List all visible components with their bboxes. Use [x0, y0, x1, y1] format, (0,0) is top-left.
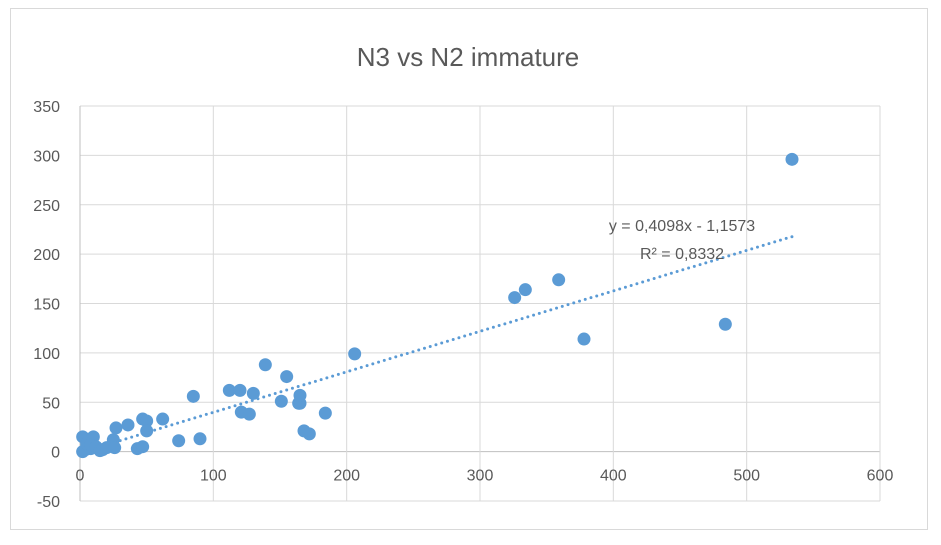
data-point: [518, 283, 532, 297]
data-point: [172, 434, 186, 448]
data-point: [121, 418, 135, 432]
x-tick-label: 500: [733, 468, 760, 485]
data-point: [318, 406, 332, 420]
data-point: [222, 383, 236, 397]
y-tick-label: 300: [33, 148, 60, 165]
x-tick-label: 200: [333, 468, 360, 485]
trendline-equation: y = 0,4098x - 1,1573: [609, 218, 755, 235]
chart-title: N3 vs N2 immature: [357, 42, 580, 72]
data-point: [274, 394, 288, 408]
data-point: [136, 440, 150, 454]
data-point: [577, 332, 591, 346]
data-point: [348, 347, 362, 361]
y-tick-label: 150: [33, 297, 60, 314]
data-point: [186, 389, 200, 403]
data-point: [508, 291, 522, 305]
y-tick-label: 350: [33, 99, 60, 116]
data-point: [785, 152, 799, 166]
y-tick-label: 0: [51, 445, 60, 462]
data-point: [302, 427, 316, 441]
data-point: [718, 317, 732, 331]
data-point: [140, 414, 154, 428]
data-point: [109, 421, 123, 435]
x-tick-label: 0: [76, 468, 85, 485]
y-tick-label: 50: [42, 395, 60, 412]
x-tick-label: 100: [200, 468, 227, 485]
chart-area: [10, 8, 928, 530]
data-point: [156, 412, 170, 426]
data-point: [193, 432, 207, 446]
x-tick-label: 400: [600, 468, 627, 485]
data-point: [233, 383, 247, 397]
data-point: [246, 386, 260, 400]
data-point: [293, 388, 307, 402]
trendline-r-squared: R² = 0,8332: [640, 246, 724, 263]
x-tick-label: 600: [867, 468, 894, 485]
data-point: [242, 407, 256, 421]
trendline: [78, 235, 794, 455]
data-point: [258, 358, 272, 372]
data-point: [552, 273, 566, 287]
y-tick-label: -50: [37, 494, 60, 511]
x-tick-label: 300: [467, 468, 494, 485]
data-point: [108, 441, 122, 455]
y-tick-label: 200: [33, 247, 60, 264]
data-point: [280, 370, 294, 384]
y-tick-label: 100: [33, 346, 60, 363]
data-point: [140, 424, 154, 438]
y-tick-label: 250: [33, 198, 60, 215]
